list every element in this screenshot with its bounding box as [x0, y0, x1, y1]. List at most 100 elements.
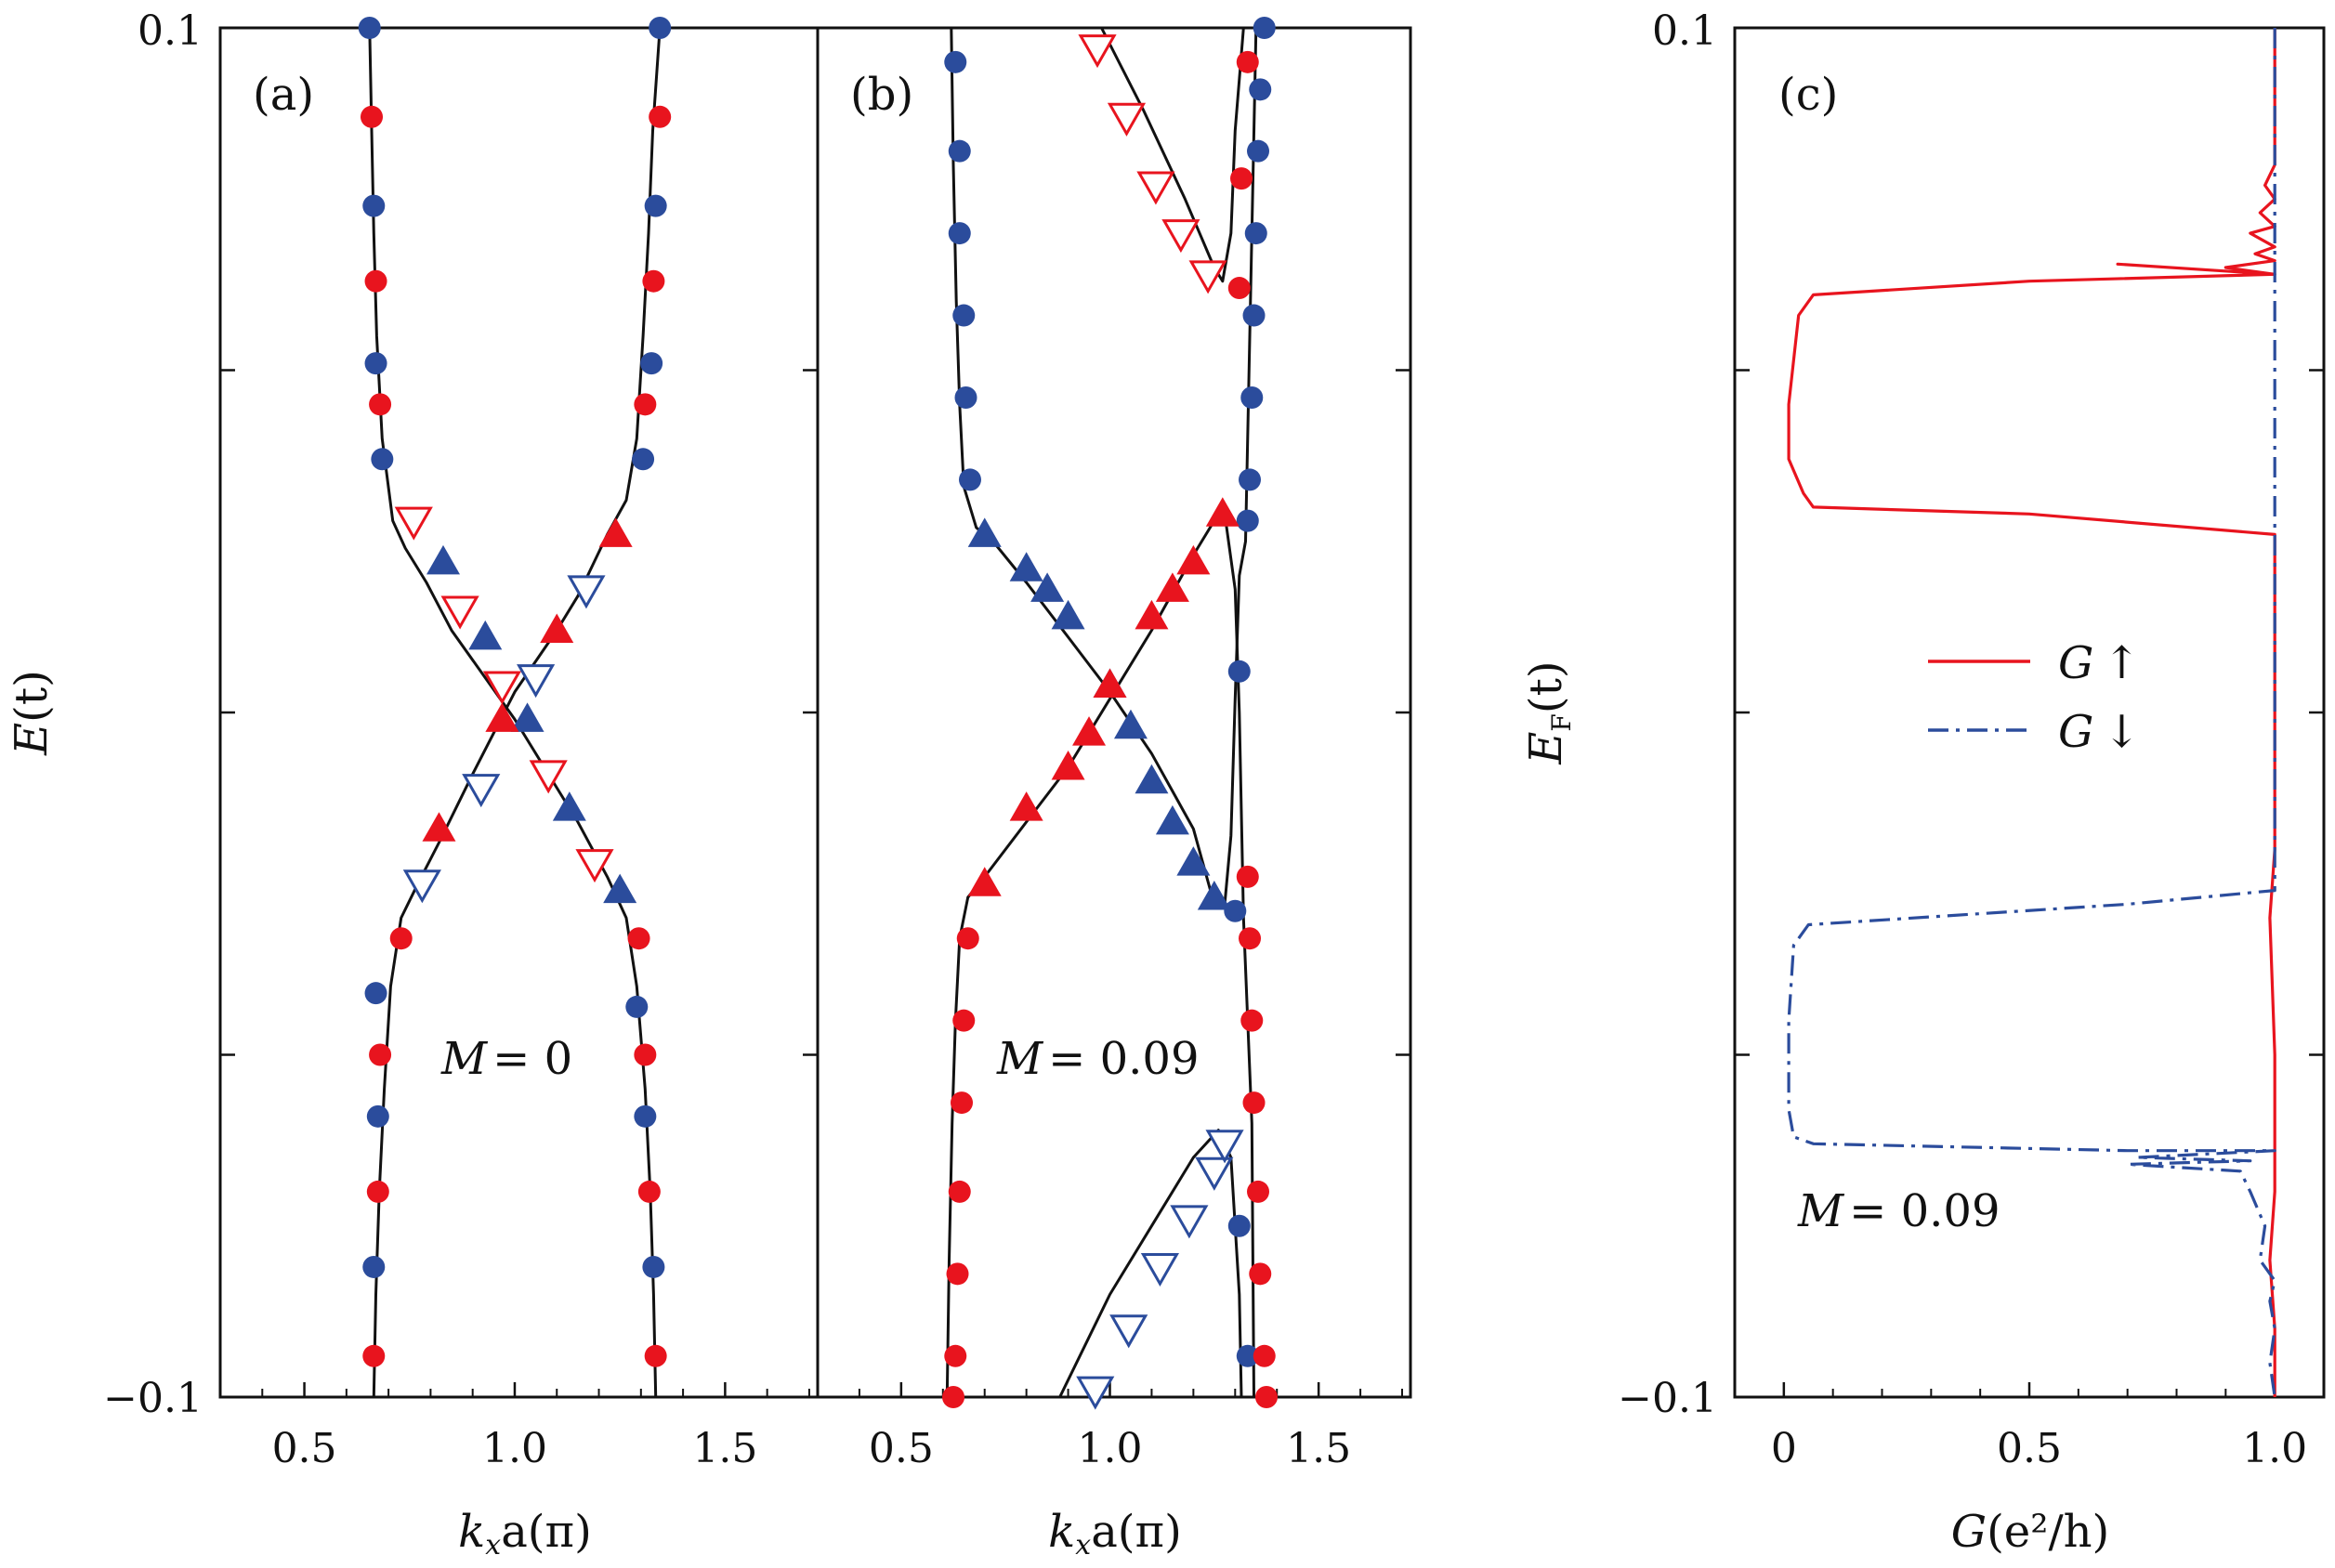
- legend-g-up-label: G ↑: [2058, 637, 2141, 689]
- band-curve: [945, 512, 1255, 1398]
- panel-a-x-label-main: k: [458, 1506, 485, 1558]
- blue-open-down-triangle-marker: [462, 774, 501, 808]
- panel-c-y-label: EF(t): [1520, 660, 1577, 764]
- red-filled-circle-marker: [644, 1344, 667, 1367]
- red-filled-up-triangle-marker: [598, 517, 633, 547]
- panel-c-annotation-var: M: [1797, 1185, 1845, 1237]
- red-open-down-triangle-marker: [394, 506, 433, 541]
- red-filled-circle-marker: [1239, 927, 1262, 950]
- red-open-down-triangle-marker: [1188, 260, 1227, 294]
- red-filled-circle-marker: [1254, 1386, 1278, 1408]
- panel-b-x-label-main: k: [1048, 1506, 1075, 1558]
- legend-g-up-name: G: [2058, 637, 2093, 689]
- red-filled-circle-marker: [642, 269, 665, 293]
- panel-a-x-label-rest: a(π): [501, 1506, 592, 1558]
- panel-c-legend: G ↑ G ↓: [1928, 637, 2141, 758]
- red-filled-up-triangle-marker: [422, 812, 456, 842]
- red-filled-circle-marker: [637, 1180, 661, 1203]
- x-tick-label: 1.0: [1078, 1425, 1143, 1472]
- panel-c-y-label-sub: F: [1546, 713, 1577, 731]
- blue-filled-circle-marker: [625, 995, 649, 1018]
- blue-filled-circle-marker: [1242, 304, 1266, 327]
- blue-open-down-triangle-marker: [1170, 1205, 1209, 1239]
- panel-c-x-label-main: G: [1951, 1506, 1987, 1558]
- panel-b-annotation: M = 0.09: [996, 1033, 1200, 1085]
- blue-filled-circle-marker: [948, 222, 971, 245]
- x-tick-label: 1.0: [2242, 1425, 2307, 1472]
- x-tick-label: 0.5: [1997, 1425, 2062, 1472]
- blue-filled-circle-marker: [634, 1104, 657, 1128]
- red-filled-circle-marker: [956, 927, 979, 950]
- red-filled-up-triangle-marker: [1051, 750, 1085, 780]
- legend-g-up-arrow: ↑: [2103, 637, 2140, 689]
- blue-filled-circle-marker: [649, 17, 672, 39]
- panel-c-label: (c): [1778, 69, 1838, 121]
- red-filled-up-triangle-marker: [1155, 572, 1189, 602]
- panel-c-y-tick-bottom: −0.1: [1618, 1375, 1717, 1422]
- red-filled-circle-marker: [627, 927, 650, 950]
- red-open-down-triangle-marker: [1078, 34, 1117, 69]
- panel-c-annotation: M = 0.09: [1797, 1185, 2000, 1237]
- panel-c-x-label: G(e²/h): [1951, 1506, 2110, 1558]
- panel-a-y-tick-bottom: −0.1: [103, 1375, 203, 1422]
- blue-filled-circle-marker: [952, 304, 976, 327]
- panel-c-ticks: 0 0.5 1.0: [1734, 369, 2325, 1472]
- blue-filled-circle-marker: [954, 385, 977, 409]
- panel-c-lines: [1787, 28, 2276, 1398]
- blue-filled-circle-marker: [1227, 1214, 1251, 1237]
- g-down-line: [1787, 28, 2276, 1398]
- red-filled-up-triangle-marker: [540, 613, 574, 644]
- red-open-down-triangle-marker: [575, 849, 614, 883]
- panel-c-annotation-val: = 0.09: [1849, 1185, 2000, 1237]
- red-filled-circle-marker: [366, 1180, 389, 1203]
- band-curve: [372, 27, 662, 1398]
- panel-b-annotation-val: = 0.09: [1048, 1033, 1199, 1085]
- red-filled-up-triangle-marker: [485, 702, 519, 732]
- red-filled-circle-marker: [369, 393, 392, 416]
- blue-filled-circle-marker: [1240, 385, 1264, 409]
- legend-g-down-label: G ↓: [2058, 706, 2141, 758]
- blue-filled-circle-marker: [371, 448, 394, 471]
- blue-filled-circle-marker: [1227, 660, 1251, 683]
- panel-a-y-tick-top: 0.1: [138, 7, 203, 55]
- panel-b-x-label-rest: a(π): [1091, 1506, 1182, 1558]
- panel-a-label: (a): [253, 69, 314, 121]
- panel-a-y-label: E(t): [6, 670, 58, 756]
- panel-b-x-label: kxa(π): [1048, 1506, 1182, 1561]
- red-filled-circle-marker: [369, 1043, 392, 1066]
- blue-filled-circle-marker: [1236, 1344, 1259, 1367]
- panel-b-markers: [942, 17, 1278, 1410]
- blue-open-down-triangle-marker: [567, 575, 606, 609]
- panel-c-y-label-rest: (t): [1520, 660, 1572, 713]
- red-filled-circle-marker: [362, 1344, 386, 1367]
- x-tick-label: 0: [1771, 1425, 1797, 1472]
- red-filled-circle-marker: [942, 1386, 965, 1408]
- panel-b: 0.5 1.0 1.5 (b) M = 0.09 kxa(π): [817, 17, 1410, 1561]
- blue-filled-circle-marker: [362, 194, 386, 217]
- blue-open-down-triangle-marker: [1109, 1314, 1148, 1349]
- band-curve: [368, 27, 658, 1398]
- red-filled-circle-marker: [361, 105, 384, 128]
- blue-filled-up-triangle-marker: [967, 517, 1002, 547]
- blue-filled-circle-marker: [364, 982, 387, 1005]
- red-filled-up-triangle-marker: [1009, 791, 1043, 821]
- x-tick-label: 0.5: [869, 1425, 934, 1472]
- red-filled-circle-marker: [952, 1009, 976, 1032]
- blue-open-down-triangle-marker: [1140, 1252, 1180, 1287]
- panel-b-curves: [945, 27, 1258, 1398]
- x-tick-label: 1.0: [482, 1425, 547, 1472]
- blue-filled-circle-marker: [1239, 468, 1262, 491]
- red-filled-up-triangle-marker: [1205, 497, 1240, 527]
- panel-b-annotation-var: M: [996, 1033, 1044, 1085]
- blue-filled-up-triangle-marker: [1135, 764, 1169, 794]
- blue-filled-circle-marker: [1249, 78, 1272, 101]
- x-tick-label: 0.5: [272, 1425, 337, 1472]
- panel-b-ticks: 0.5 1.0 1.5: [817, 369, 1410, 1472]
- blue-open-down-triangle-marker: [402, 869, 441, 904]
- red-open-down-triangle-marker: [1107, 102, 1147, 137]
- red-filled-circle-marker: [1249, 1262, 1272, 1286]
- panel-a-y-label-main: E: [6, 723, 58, 756]
- blue-filled-up-triangle-marker: [1176, 846, 1211, 876]
- red-open-down-triangle-marker: [529, 760, 568, 794]
